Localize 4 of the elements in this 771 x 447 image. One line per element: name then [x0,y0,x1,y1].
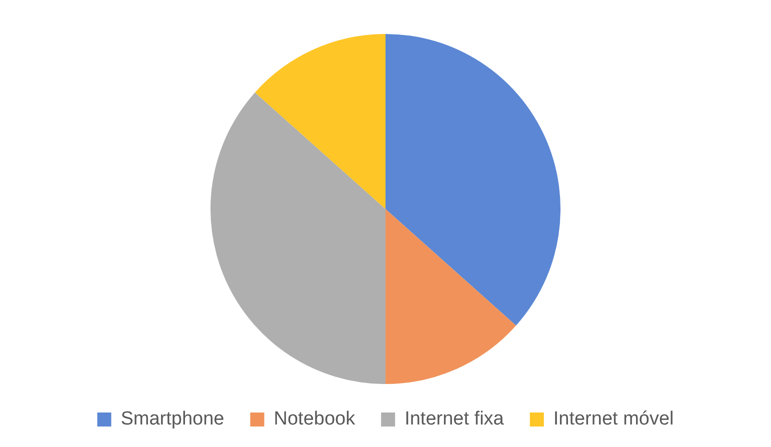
legend-label: Internet fixa [404,408,504,430]
legend-label: Internet móvel [553,408,674,430]
legend-label: Notebook [274,408,356,430]
legend-label: Smartphone [120,408,224,430]
